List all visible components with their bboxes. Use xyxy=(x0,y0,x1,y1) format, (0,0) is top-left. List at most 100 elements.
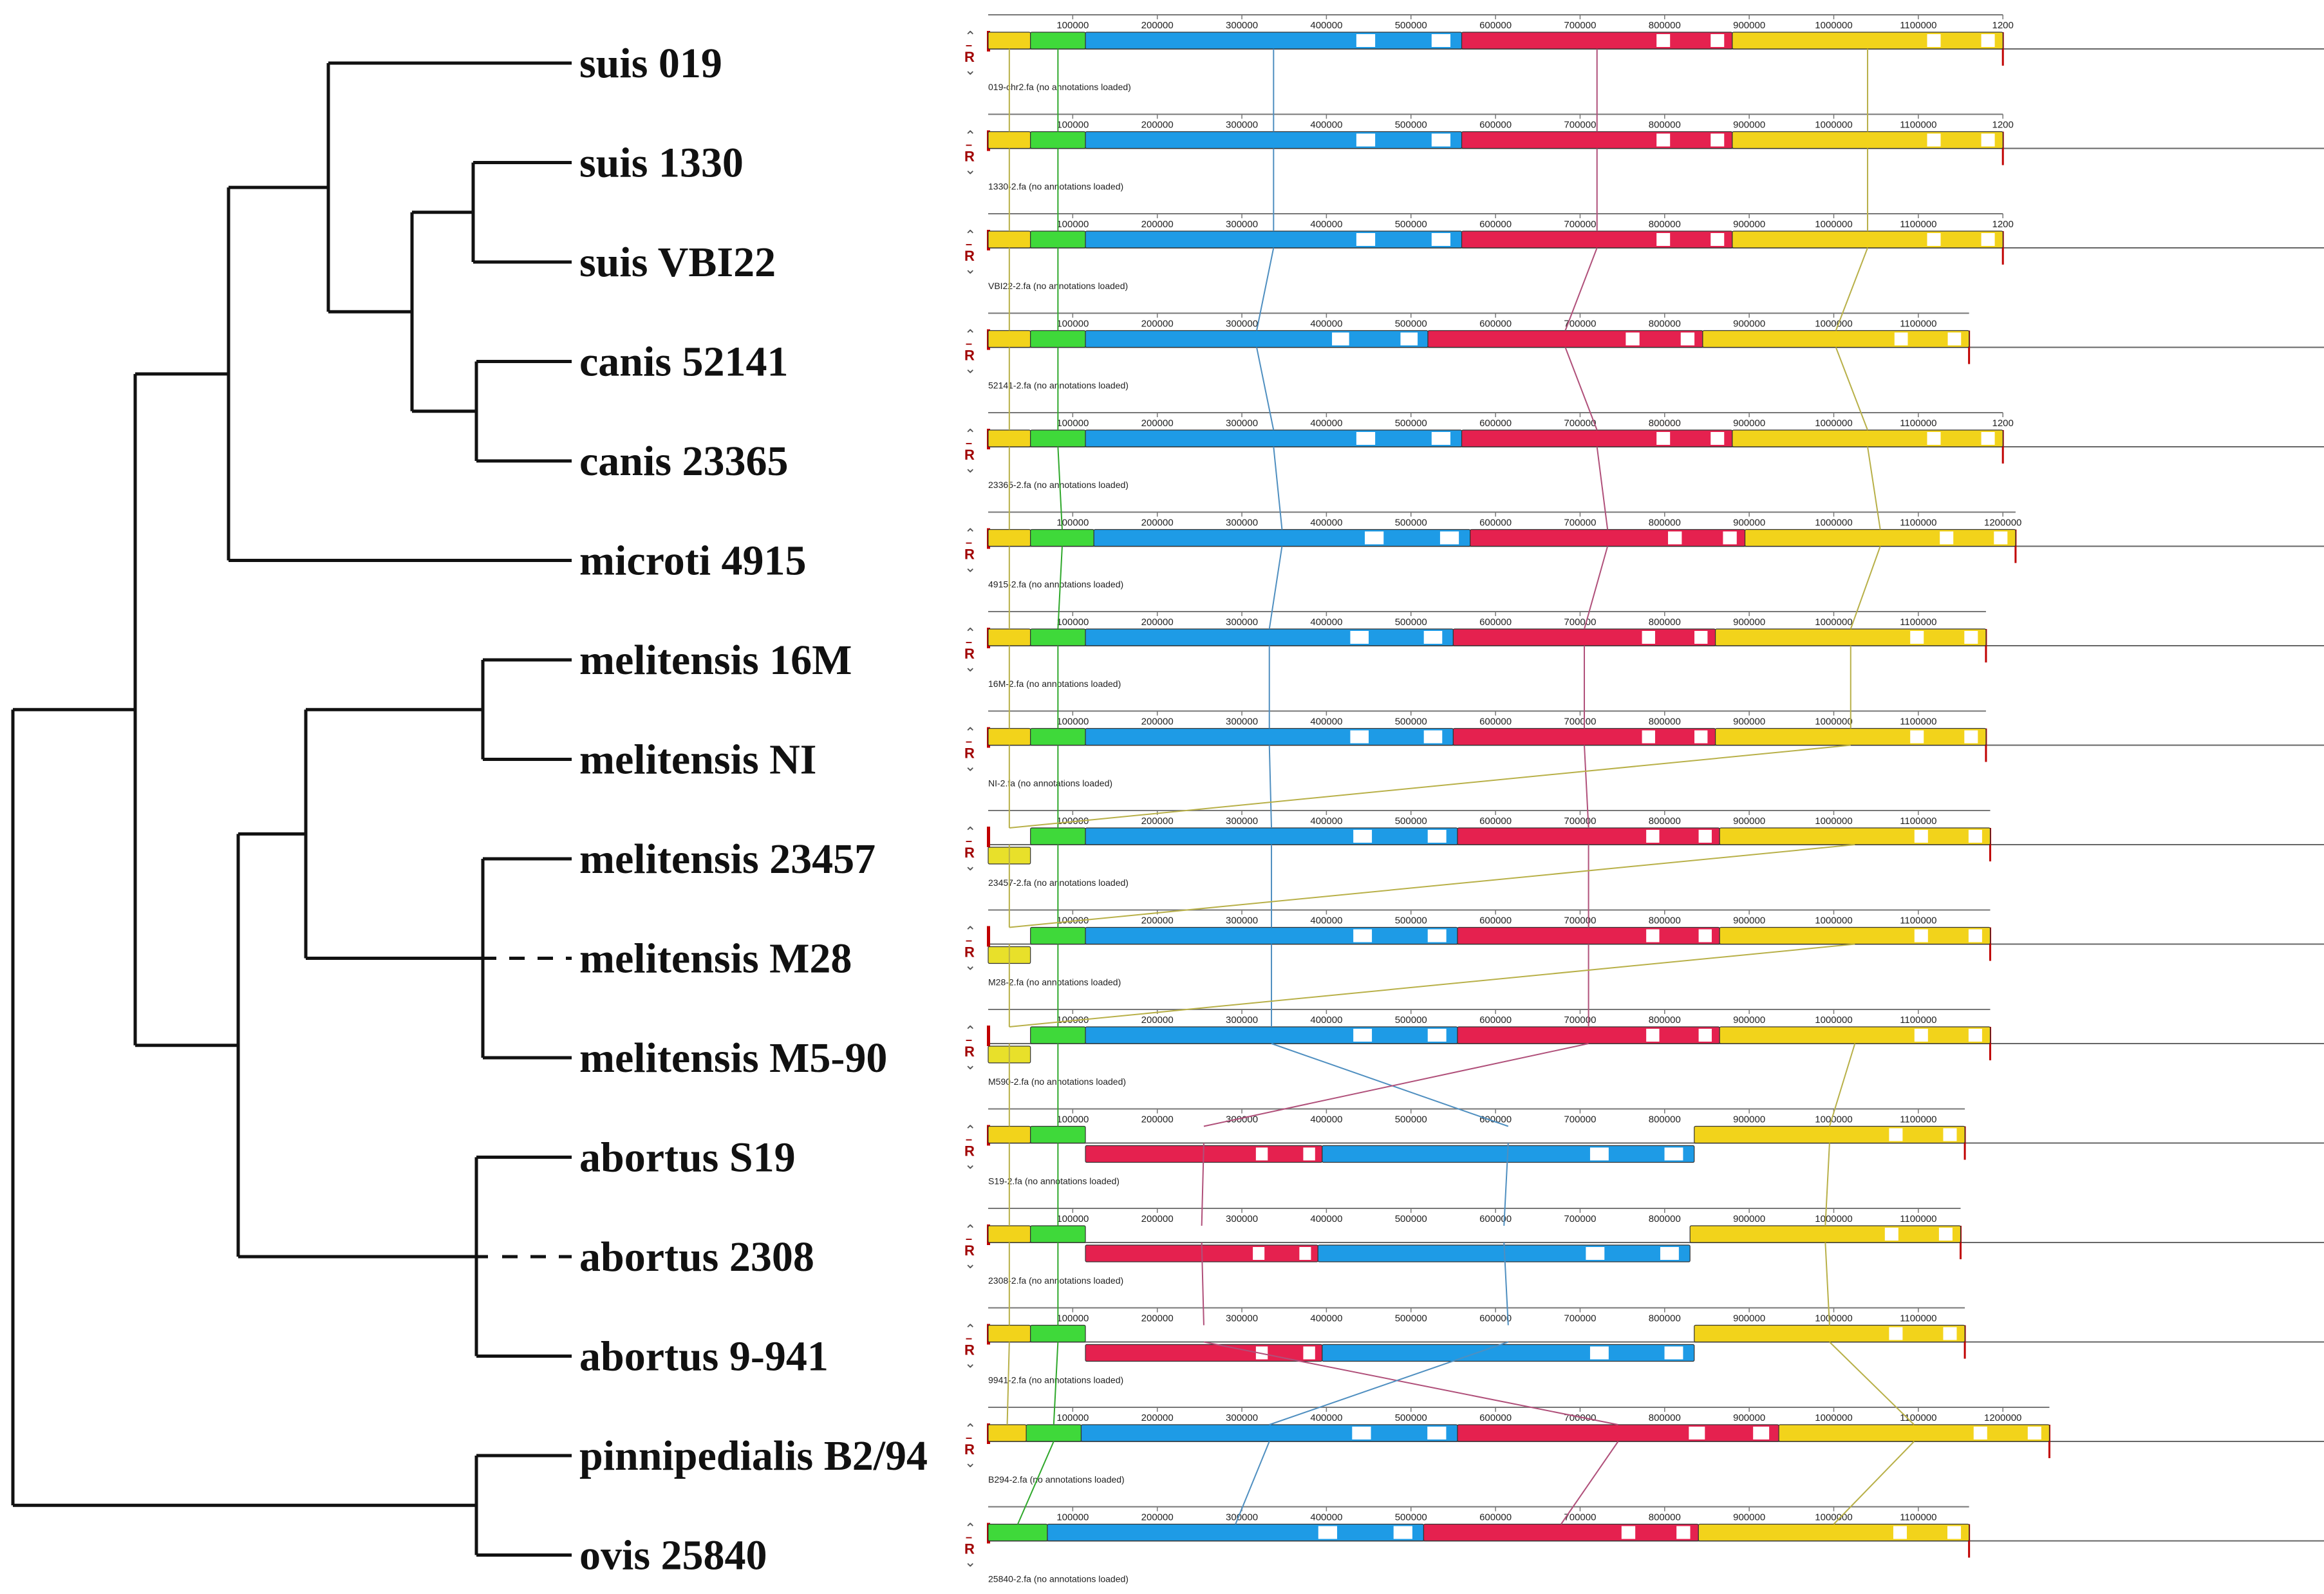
track-ruler-tick-label: 1000000 xyxy=(1815,915,1852,926)
lcb-gap xyxy=(1303,1346,1315,1360)
track-reverse-button[interactable]: R xyxy=(964,49,975,65)
lcb-gap xyxy=(1943,1327,1957,1340)
track-reverse-button[interactable]: R xyxy=(964,944,975,961)
lcb-block-blue xyxy=(1085,1026,1458,1044)
track-reverse-button[interactable]: R xyxy=(964,1044,975,1060)
track-reverse-button[interactable]: R xyxy=(964,745,975,762)
track-up-arrow-icon[interactable]: ⌃ xyxy=(964,924,976,941)
track-ruler-tick-label: 900000 xyxy=(1733,120,1765,131)
track-down-arrow-icon[interactable]: ⌄ xyxy=(964,560,976,576)
track-up-arrow-icon[interactable]: ⌃ xyxy=(964,825,976,841)
track-minus-icon[interactable]: – xyxy=(966,934,972,947)
lcb-block-yellow xyxy=(1719,926,1991,945)
track-reverse-button[interactable]: R xyxy=(964,149,975,165)
lcb-gap xyxy=(1947,1526,1962,1539)
track-ruler-tick-label: 200000 xyxy=(1141,1412,1174,1423)
lcb-block-green xyxy=(1030,827,1086,845)
track-down-arrow-icon[interactable]: ⌄ xyxy=(964,361,976,377)
track-ruler-tick-label: 200000 xyxy=(1141,518,1174,529)
track-ruler-tick-label: 1100000 xyxy=(1900,518,1936,529)
track-minus-icon[interactable]: – xyxy=(966,138,972,151)
track-up-arrow-icon[interactable]: ⌃ xyxy=(964,328,976,344)
lcb-block-blue xyxy=(1085,230,1463,248)
track-reverse-button[interactable]: R xyxy=(964,248,975,264)
track-ruler-tick-label: 1200000 xyxy=(1984,1412,2021,1423)
lcb-gap xyxy=(1698,830,1712,843)
track-down-arrow-icon[interactable]: ⌄ xyxy=(964,1057,976,1073)
track-down-arrow-icon[interactable]: ⌄ xyxy=(964,261,976,277)
lcb-gap xyxy=(1710,432,1725,445)
track-ruler-tick-label: 1000000 xyxy=(1815,617,1852,628)
track-minus-icon[interactable]: – xyxy=(966,436,972,449)
track-down-arrow-icon[interactable]: ⌄ xyxy=(964,759,976,775)
track-reverse-button[interactable]: R xyxy=(964,547,975,563)
track-reverse-button[interactable]: R xyxy=(964,1242,975,1259)
track-minus-icon[interactable]: – xyxy=(966,834,972,847)
track-ruler-tick-label: 1000000 xyxy=(1815,1512,1852,1523)
track-down-arrow-icon[interactable]: ⌄ xyxy=(964,1356,976,1372)
lcb-gap xyxy=(1299,1247,1311,1260)
lcb-connector-line xyxy=(1829,1341,1915,1425)
track-up-arrow-icon[interactable]: ⌃ xyxy=(964,1024,976,1040)
lcb-block-green xyxy=(1030,1225,1086,1243)
track-reverse-button[interactable]: R xyxy=(964,1342,975,1358)
lcb-gap xyxy=(1656,432,1671,445)
track-ruler-tick-label: 500000 xyxy=(1395,717,1427,727)
track-up-arrow-icon[interactable]: ⌃ xyxy=(964,1223,976,1239)
lcb-connector-line xyxy=(1271,1043,1509,1127)
lcb-gap xyxy=(1694,730,1708,744)
track-ruler-tick-label: 300000 xyxy=(1226,915,1258,926)
track-down-arrow-icon[interactable]: ⌄ xyxy=(964,1256,976,1272)
lcb-gap xyxy=(1646,830,1660,843)
track-minus-icon[interactable]: – xyxy=(966,635,972,648)
lcb-block-red xyxy=(1461,429,1733,447)
track-ruler-tick-label: 400000 xyxy=(1310,120,1342,131)
track-ruler-tick-label: 500000 xyxy=(1395,617,1427,628)
track-minus-icon[interactable]: – xyxy=(966,1232,972,1245)
track-reverse-button[interactable]: R xyxy=(964,1441,975,1458)
track-down-arrow-icon[interactable]: ⌄ xyxy=(964,858,976,874)
track-minus-icon[interactable]: – xyxy=(966,238,972,250)
track-minus-icon[interactable]: – xyxy=(966,1332,972,1345)
track-reverse-button[interactable]: R xyxy=(964,1143,975,1159)
track-down-arrow-icon[interactable]: ⌄ xyxy=(964,62,976,79)
track-minus-icon[interactable]: – xyxy=(966,1133,972,1146)
track-down-arrow-icon[interactable]: ⌄ xyxy=(964,958,976,974)
lcb-block-yellow xyxy=(988,330,1031,348)
track-minus-icon[interactable]: – xyxy=(966,337,972,350)
track-minus-icon[interactable]: – xyxy=(966,735,972,748)
lcb-gap xyxy=(1642,631,1655,644)
track-down-arrow-icon[interactable]: ⌄ xyxy=(964,1555,976,1571)
track-minus-icon[interactable]: – xyxy=(966,1431,972,1444)
track-up-arrow-icon[interactable]: ⌃ xyxy=(964,228,976,244)
track-up-arrow-icon[interactable]: ⌃ xyxy=(964,129,976,145)
track-ruler-tick-label: 200000 xyxy=(1141,717,1174,727)
track-start-marker xyxy=(987,827,990,847)
track-minus-icon[interactable]: – xyxy=(966,1531,972,1544)
track-up-arrow-icon[interactable]: ⌃ xyxy=(964,1123,976,1139)
track-reverse-button[interactable]: R xyxy=(964,447,975,463)
track-down-arrow-icon[interactable]: ⌄ xyxy=(964,162,976,178)
track-down-arrow-icon[interactable]: ⌄ xyxy=(964,460,976,476)
track-down-arrow-icon[interactable]: ⌄ xyxy=(964,659,976,675)
track-up-arrow-icon[interactable]: ⌃ xyxy=(964,527,976,543)
track-down-arrow-icon[interactable]: ⌄ xyxy=(964,1157,976,1173)
lcb-gap xyxy=(1350,730,1369,744)
track-up-arrow-icon[interactable]: ⌃ xyxy=(964,626,976,642)
track-minus-icon[interactable]: – xyxy=(966,1033,972,1046)
track-up-arrow-icon[interactable]: ⌃ xyxy=(964,1421,976,1438)
track-reverse-button[interactable]: R xyxy=(964,646,975,662)
track-down-arrow-icon[interactable]: ⌄ xyxy=(964,1455,976,1471)
track-minus-icon[interactable]: – xyxy=(966,536,972,549)
track-up-arrow-icon[interactable]: ⌃ xyxy=(964,427,976,443)
track-reverse-button[interactable]: R xyxy=(964,348,975,364)
track-up-arrow-icon[interactable]: ⌃ xyxy=(964,29,976,45)
track-reverse-button[interactable]: R xyxy=(964,1541,975,1557)
lcb-gap xyxy=(1332,332,1349,346)
track-reverse-button[interactable]: R xyxy=(964,845,975,861)
lcb-block-green xyxy=(1030,1324,1086,1343)
track-up-arrow-icon[interactable]: ⌃ xyxy=(964,1521,976,1537)
track-up-arrow-icon[interactable]: ⌃ xyxy=(964,1322,976,1338)
track-up-arrow-icon[interactable]: ⌃ xyxy=(964,726,976,742)
track-minus-icon[interactable]: – xyxy=(966,39,972,52)
